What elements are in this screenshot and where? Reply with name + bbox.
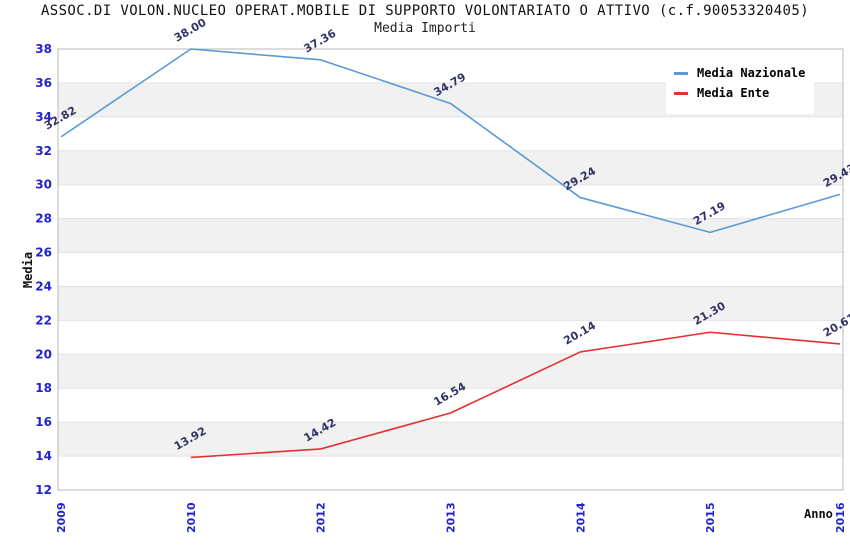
legend-label: Media Ente bbox=[697, 86, 770, 100]
x-axis-title: Anno bbox=[804, 507, 833, 521]
y-tick-label: 24 bbox=[35, 279, 52, 293]
y-tick-label: 12 bbox=[35, 483, 52, 497]
legend-marker-line-icon bbox=[674, 91, 688, 95]
grid-band bbox=[58, 286, 843, 321]
y-tick-label: 38 bbox=[35, 42, 52, 56]
x-tick-label: 2016 bbox=[834, 502, 847, 533]
chart-title: ASSOC.DI VOLON.NUCLEO OPERAT.MOBILE DI S… bbox=[40, 3, 810, 19]
legend-label: Media Nazionale bbox=[697, 66, 806, 80]
legend-marker-line-icon bbox=[674, 71, 688, 75]
legend-item-media-nazionale: Media Nazionale bbox=[674, 66, 808, 80]
x-tick-label: 2015 bbox=[704, 502, 717, 533]
y-tick-label: 34 bbox=[35, 110, 52, 124]
y-tick-label: 22 bbox=[35, 313, 52, 327]
grid-band bbox=[58, 422, 843, 457]
legend: Media Nazionale Media Ente bbox=[666, 56, 814, 114]
series-line-media-ente bbox=[190, 331, 841, 459]
data-point-label: 38.00 bbox=[172, 16, 209, 45]
y-tick-label: 30 bbox=[35, 178, 52, 192]
y-tick-label: 28 bbox=[35, 212, 52, 226]
y-tick-label: 14 bbox=[35, 449, 52, 463]
data-point-label: 37.36 bbox=[302, 27, 339, 56]
y-tick-label: 36 bbox=[35, 76, 52, 90]
y-axis-title: Media bbox=[21, 251, 35, 289]
chart-subtitle: Media Importi bbox=[374, 21, 476, 36]
x-tick-label: 2013 bbox=[445, 502, 458, 533]
y-tick-label: 20 bbox=[35, 347, 52, 361]
data-point-label: 20.14 bbox=[561, 319, 598, 348]
x-tick-label: 2014 bbox=[574, 502, 587, 533]
grid-band bbox=[58, 150, 843, 185]
x-tick-label: 2009 bbox=[55, 502, 68, 533]
x-tick-label: 2010 bbox=[185, 502, 198, 533]
y-tick-label: 16 bbox=[35, 415, 52, 429]
x-tick-label: 2012 bbox=[315, 502, 328, 533]
legend-item-media-ente: Media Ente bbox=[674, 86, 808, 100]
grid-band bbox=[58, 354, 843, 389]
y-tick-label: 18 bbox=[35, 381, 52, 395]
plot-border bbox=[57, 48, 844, 491]
series-line-media-nazionale bbox=[60, 48, 841, 234]
y-tick-label: 32 bbox=[35, 144, 52, 158]
grid-band bbox=[58, 218, 843, 253]
y-tick-label: 26 bbox=[35, 246, 52, 260]
